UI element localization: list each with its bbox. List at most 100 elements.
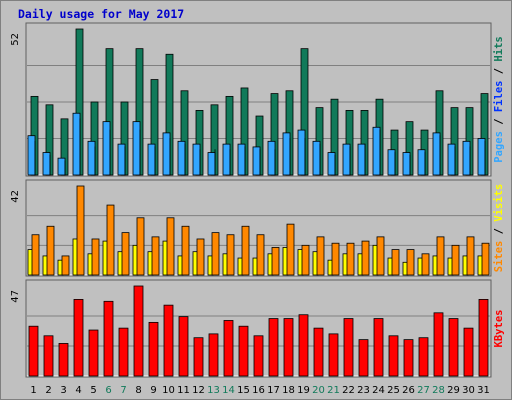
bar-pages — [462, 140, 471, 176]
bar-kbytes — [133, 285, 144, 377]
bar-kbytes — [178, 316, 189, 377]
bar-kbytes — [448, 318, 459, 377]
x-tick-label: 19 — [297, 385, 310, 396]
bar-kbytes — [58, 343, 69, 377]
bar-sites — [136, 217, 145, 276]
x-tick-label: 4 — [75, 385, 81, 396]
x-tick-label: 20 — [312, 385, 325, 396]
bar-pages — [102, 121, 111, 176]
bar-sites — [481, 242, 490, 276]
bar-kbytes — [313, 327, 324, 377]
bar-kbytes — [403, 339, 414, 377]
y-max-label: 42 — [10, 190, 21, 203]
bar-pages — [252, 146, 261, 176]
bar-kbytes — [433, 312, 444, 377]
bar-kbytes — [103, 300, 114, 377]
bar-kbytes — [73, 299, 84, 377]
legend-separator: / — [493, 62, 505, 81]
x-tick-label: 28 — [432, 385, 445, 396]
x-tick-label: 14 — [222, 385, 235, 396]
bar-sites — [61, 255, 70, 276]
x-tick-label: 13 — [207, 385, 220, 396]
bar-kbytes — [238, 325, 249, 377]
chart-title: Daily usage for May 2017 — [18, 7, 184, 21]
bar-pages — [432, 132, 441, 176]
bar-sites — [46, 225, 55, 276]
bar-sites — [181, 225, 190, 276]
bar-sites — [376, 236, 385, 276]
bar-sites — [391, 249, 400, 276]
bar-pages — [342, 143, 351, 176]
bar-sites — [121, 232, 130, 276]
x-tick-label: 3 — [60, 385, 66, 396]
bar-kbytes — [208, 333, 219, 377]
bar-pages — [267, 140, 276, 176]
bar-sites — [196, 238, 205, 276]
legend-top: Pages / Files / Hits — [493, 36, 505, 162]
x-tick-label: 30 — [462, 385, 475, 396]
bar-sites — [151, 236, 160, 276]
bar-pages — [237, 143, 246, 176]
x-tick-label: 21 — [327, 385, 340, 396]
bar-sites — [211, 232, 220, 276]
y-max-label: 47 — [10, 290, 21, 303]
x-tick-label: 26 — [402, 385, 415, 396]
bar-pages — [327, 152, 336, 176]
bar-pages — [417, 149, 426, 176]
bar-kbytes — [328, 333, 339, 377]
bar-sites — [241, 225, 250, 276]
legend-entry-visits: Visits — [493, 184, 505, 222]
bar-sites — [301, 244, 310, 276]
bar-kbytes — [253, 335, 264, 377]
bar-sites — [166, 217, 175, 276]
x-tick-label: 10 — [162, 385, 175, 396]
x-tick-label: 25 — [387, 385, 400, 396]
bar-pages — [117, 143, 126, 176]
x-tick-label: 11 — [177, 385, 190, 396]
bar-sites — [421, 253, 430, 276]
bar-sites — [451, 244, 460, 276]
bar-pages — [72, 112, 81, 176]
x-tick-label: 8 — [135, 385, 141, 396]
x-tick-label: 1 — [30, 385, 36, 396]
x-tick-label: 24 — [372, 385, 385, 396]
legend-entry-kbytes: KBytes — [493, 310, 505, 348]
bar-pages — [162, 132, 171, 176]
bar-pages — [132, 121, 141, 176]
bar-kbytes — [283, 318, 294, 377]
bar-pages — [27, 135, 36, 176]
bar-kbytes — [373, 318, 384, 377]
bar-sites — [271, 247, 280, 276]
bar-kbytes — [478, 299, 489, 377]
y-max-label: 52 — [10, 33, 21, 46]
bar-pages — [282, 132, 291, 176]
bar-sites — [91, 238, 100, 276]
bar-sites — [256, 234, 265, 276]
bar-pages — [297, 129, 306, 176]
chart-panel-bottom: 47 KBytes — [10, 279, 505, 378]
bar-pages — [177, 140, 186, 176]
x-tick-label: 12 — [192, 385, 205, 396]
bar-kbytes — [298, 314, 309, 377]
x-tick-label: 23 — [357, 385, 370, 396]
legend-entry-pages: Pages — [493, 131, 505, 163]
bar-kbytes — [268, 318, 279, 377]
x-tick-label: 18 — [282, 385, 295, 396]
bar-pages — [357, 143, 366, 176]
bar-kbytes — [343, 318, 354, 377]
bar-sites — [406, 249, 415, 276]
bar-pages — [192, 143, 201, 176]
bar-kbytes — [88, 329, 99, 377]
x-tick-label: 17 — [267, 385, 280, 396]
chart-panel-middle: 42 Sites / Visits — [10, 179, 505, 277]
bar-pages — [372, 126, 381, 176]
x-tick-label: 29 — [447, 385, 460, 396]
bar-kbytes — [28, 325, 39, 377]
bar-kbytes — [463, 327, 474, 377]
chart-panel-top: 52 Pages / Files / Hits — [10, 22, 505, 177]
bar-pages — [42, 152, 51, 176]
bar-sites — [106, 204, 115, 276]
bar-pages — [387, 149, 396, 176]
